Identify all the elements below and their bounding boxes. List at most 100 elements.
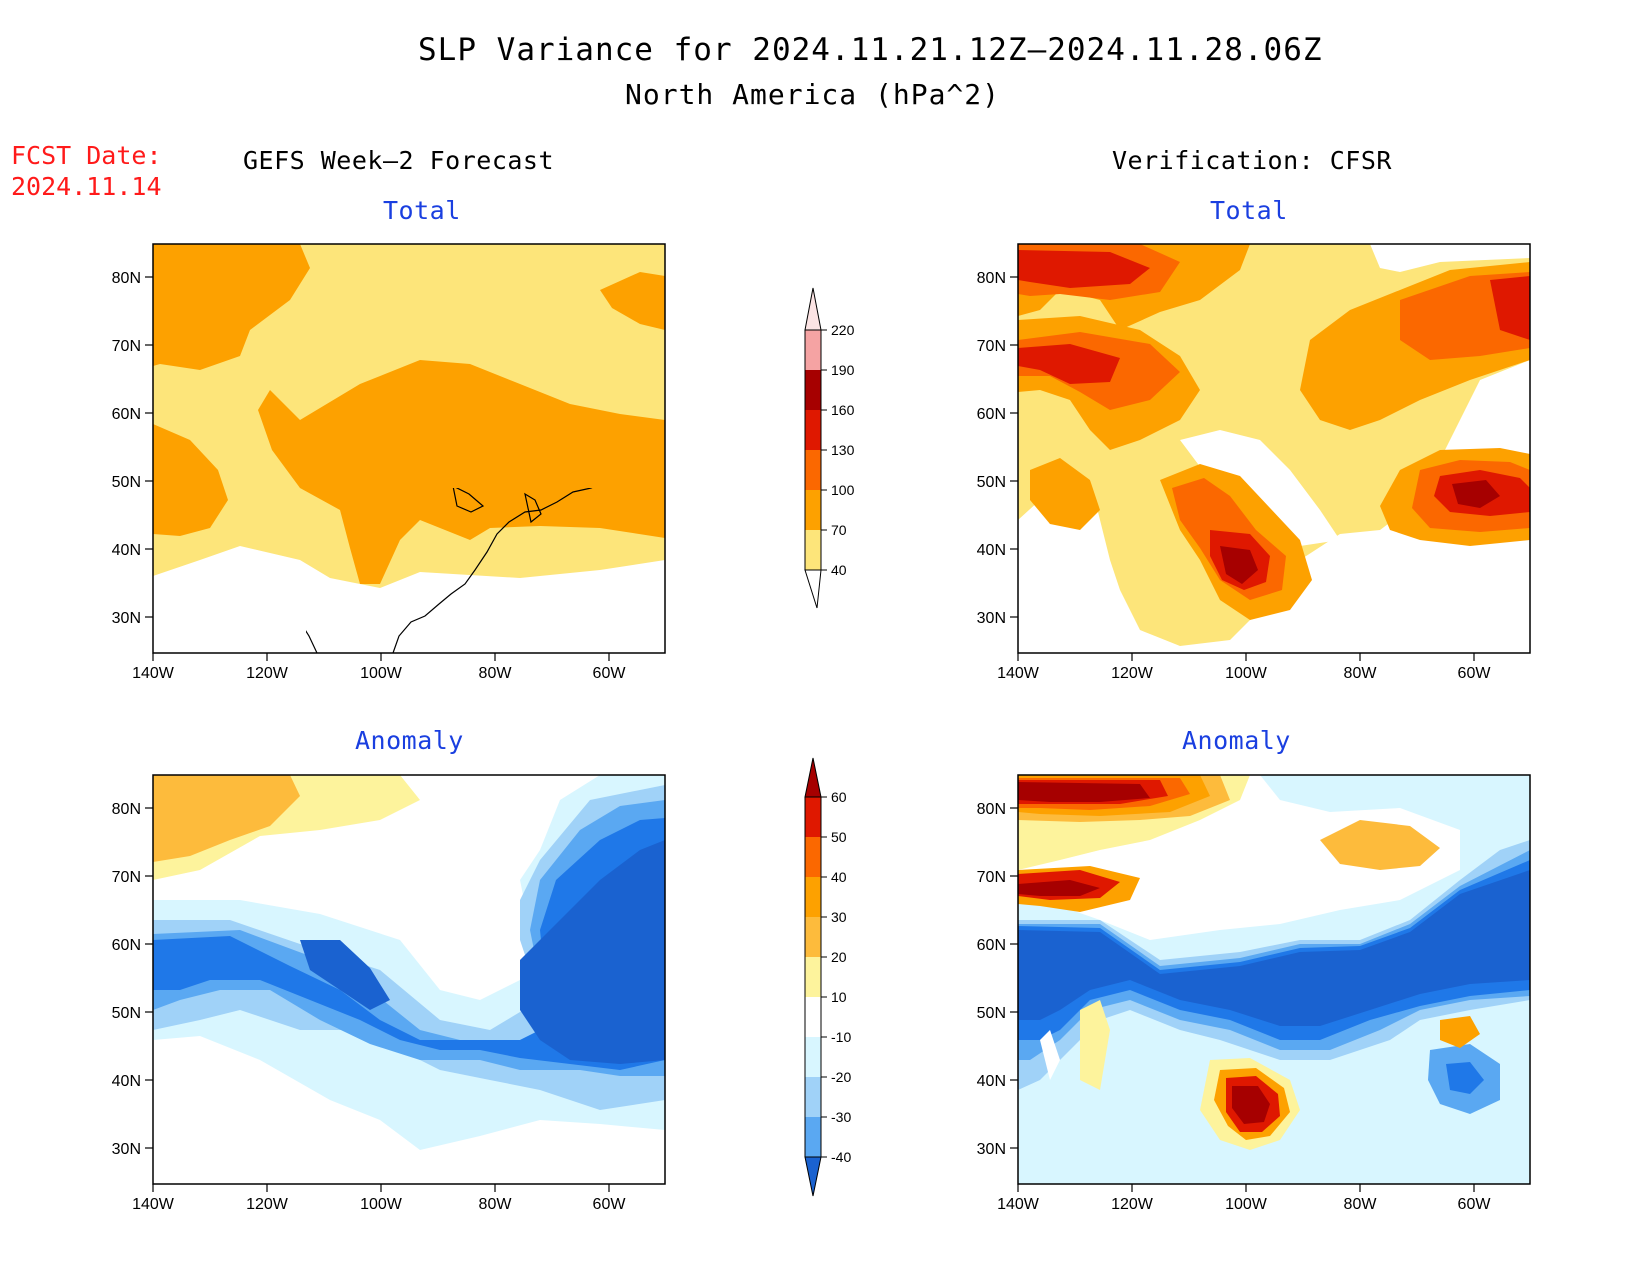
lon-tick-label: 80W	[479, 665, 513, 682]
colorbar-swatch	[805, 330, 821, 370]
verification-total-frame	[1017, 243, 1531, 654]
lat-tick-label: 80N	[112, 801, 141, 818]
colorbar-level-label: 40	[831, 869, 847, 885]
lon-tick-label: 120W	[246, 665, 289, 682]
verification-anomaly-frame	[1017, 774, 1531, 1185]
lat-tick-label: 70N	[112, 869, 141, 886]
lat-tick-label: 30N	[977, 610, 1006, 627]
lat-tick-label: 60N	[112, 406, 141, 423]
colorbar-swatch	[805, 370, 821, 410]
map-axes: 80N 70N 60N 50N 40N 30N 140W 120W 100W 80W 60W 80N 7…	[112, 270, 1492, 1213]
right-heading: Verification: CFSR	[1112, 146, 1392, 175]
colorbar-level-label: -40	[831, 1149, 851, 1165]
lon-tick-label: 100W	[360, 665, 403, 682]
lat-tick-label: 50N	[977, 474, 1006, 491]
lat-tick-label: 50N	[977, 1005, 1006, 1022]
lon-tick-label: 60W	[593, 665, 627, 682]
colorbar-over-triangle	[804, 287, 822, 331]
lat-tick-label: 70N	[977, 338, 1006, 355]
lon-tick-label: 80W	[479, 1196, 513, 1213]
lon-tick-label: 100W	[1225, 1196, 1268, 1213]
forecast-anomaly-frame	[152, 774, 666, 1185]
colorbar-level-label: 100	[831, 482, 855, 498]
verification-total-map	[1017, 243, 1531, 654]
colorbar-level-label: 20	[831, 949, 847, 965]
lon-tick-label: 120W	[1111, 1196, 1154, 1213]
lon-tick-label: 120W	[1111, 665, 1154, 682]
colorbar-swatch	[805, 1077, 821, 1117]
colorbar-level-label: 40	[831, 562, 847, 578]
lon-tick-label: 140W	[132, 665, 175, 682]
total-colorbar: 40 70 100 130 160 190 220	[804, 287, 855, 609]
colorbar-swatch	[805, 1037, 821, 1077]
lat-tick-label: 40N	[112, 1073, 141, 1090]
colorbar-over-triangle	[804, 757, 822, 798]
colorbar-swatch	[805, 997, 821, 1037]
forecast-total-map	[152, 243, 666, 654]
lat-tick-label: 70N	[977, 869, 1006, 886]
lat-tick-label: 50N	[112, 1005, 141, 1022]
left-heading: GEFS Week–2 Forecast	[243, 146, 555, 175]
lat-tick-label: 40N	[977, 542, 1006, 559]
lon-tick-label: 120W	[246, 1196, 289, 1213]
lon-tick-label: 80W	[1344, 1196, 1378, 1213]
lon-tick-label: 80W	[1344, 665, 1378, 682]
colorbar-level-label: 30	[831, 909, 847, 925]
verification-anomaly-map	[1017, 774, 1531, 1185]
lat-tick-label: 40N	[977, 1073, 1006, 1090]
colorbar-level-label: 190	[831, 362, 855, 378]
colorbar-level-label: 60	[831, 789, 847, 805]
lat-tick-label: 50N	[112, 474, 141, 491]
lon-tick-label: 60W	[1458, 1196, 1492, 1213]
lat-tick-label: 60N	[977, 937, 1006, 954]
colorbar-swatch	[805, 957, 821, 997]
lat-tick-label: 60N	[112, 937, 141, 954]
lat-tick-label: 30N	[977, 1141, 1006, 1158]
panel-title-forecast-anomaly: Anomaly	[355, 726, 464, 755]
lat-tick-label: 40N	[112, 542, 141, 559]
page-subtitle: North America (hPa^2)	[625, 78, 1001, 111]
fcst-date-value: 2024.11.14	[11, 172, 162, 201]
lon-tick-label: 140W	[132, 1196, 175, 1213]
colorbar-swatch	[805, 1117, 821, 1157]
colorbar-under-triangle	[804, 1156, 822, 1197]
fcst-date-label: FCST Date:	[11, 141, 162, 170]
lon-tick-label: 60W	[593, 1196, 627, 1213]
lon-tick-label: 140W	[997, 1196, 1040, 1213]
colorbar-swatch	[805, 797, 821, 837]
lat-tick-label: 80N	[977, 801, 1006, 818]
colorbar-swatch	[805, 877, 821, 917]
colorbar-level-label: 220	[831, 322, 855, 338]
lon-tick-label: 60W	[1458, 665, 1492, 682]
colorbar-swatch	[805, 917, 821, 957]
colorbar-under-triangle	[804, 569, 822, 609]
lat-tick-label: 80N	[112, 270, 141, 287]
lat-tick-label: 30N	[112, 1141, 141, 1158]
lat-tick-label: 80N	[977, 270, 1006, 287]
colorbar-swatch	[805, 450, 821, 490]
colorbar-swatch	[805, 837, 821, 877]
colorbar-level-label: -10	[831, 1029, 851, 1045]
anomaly-colorbar: 60 50 40 30 20 10 -10 -20 -30 -40	[804, 757, 851, 1197]
panel-title-forecast-total: Total	[383, 196, 461, 225]
colorbar-swatch	[805, 490, 821, 530]
lat-tick-label: 60N	[977, 406, 1006, 423]
colorbar-swatch	[805, 530, 821, 570]
colorbar-level-label: 130	[831, 442, 855, 458]
colorbar-level-label: -30	[831, 1109, 851, 1125]
lon-tick-label: 100W	[1225, 665, 1268, 682]
colorbar-level-label: 160	[831, 402, 855, 418]
lat-tick-label: 30N	[112, 610, 141, 627]
colorbar-level-label: 50	[831, 829, 847, 845]
colorbar-level-label: 10	[831, 989, 847, 1005]
lat-tick-label: 70N	[112, 338, 141, 355]
forecast-anomaly-map	[152, 774, 666, 1185]
colorbar-swatch	[805, 410, 821, 450]
panel-title-verification-anomaly: Anomaly	[1182, 726, 1291, 755]
colorbar-level-label: -20	[831, 1069, 851, 1085]
forecast-total-frame	[152, 243, 666, 654]
lon-tick-label: 100W	[360, 1196, 403, 1213]
panel-title-verification-total: Total	[1210, 196, 1288, 225]
colorbar-level-label: 70	[831, 522, 847, 538]
